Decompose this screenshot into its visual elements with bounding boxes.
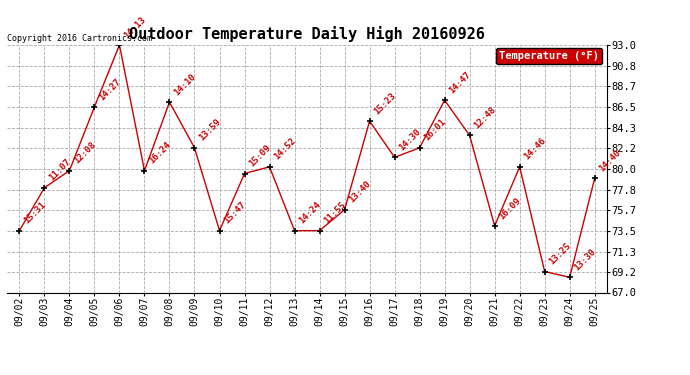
Text: 13:59: 13:59 — [197, 117, 222, 143]
Text: 15:23: 15:23 — [372, 91, 397, 116]
Text: 13:30: 13:30 — [572, 247, 598, 272]
Text: 14:27: 14:27 — [97, 76, 122, 102]
Legend: Temperature (°F): Temperature (°F) — [495, 48, 602, 64]
Text: 14:46: 14:46 — [522, 136, 548, 162]
Text: Copyright 2016 Cartronics.com: Copyright 2016 Cartronics.com — [7, 33, 152, 42]
Text: 16:24: 16:24 — [147, 140, 172, 166]
Text: 14:52: 14:52 — [272, 136, 297, 162]
Text: 14:40: 14:40 — [598, 148, 622, 173]
Text: 14:47: 14:47 — [447, 70, 473, 95]
Text: 13:40: 13:40 — [347, 179, 373, 205]
Text: 14:30: 14:30 — [397, 127, 422, 152]
Text: 11:07: 11:07 — [47, 158, 72, 183]
Title: Outdoor Temperature Daily High 20160926: Outdoor Temperature Daily High 20160926 — [129, 27, 485, 42]
Text: 15:09: 15:09 — [247, 143, 273, 168]
Text: 14:24: 14:24 — [297, 200, 322, 226]
Text: 14:13: 14:13 — [122, 15, 148, 40]
Text: 14:10: 14:10 — [172, 72, 197, 97]
Text: 16:01: 16:01 — [422, 117, 448, 143]
Text: 13:25: 13:25 — [547, 241, 573, 267]
Text: 15:31: 15:31 — [22, 200, 48, 226]
Text: 12:48: 12:48 — [472, 105, 497, 130]
Text: 11:55: 11:55 — [322, 200, 348, 226]
Text: 16:09: 16:09 — [497, 195, 522, 221]
Text: 15:47: 15:47 — [222, 200, 248, 226]
Text: 12:08: 12:08 — [72, 140, 97, 166]
